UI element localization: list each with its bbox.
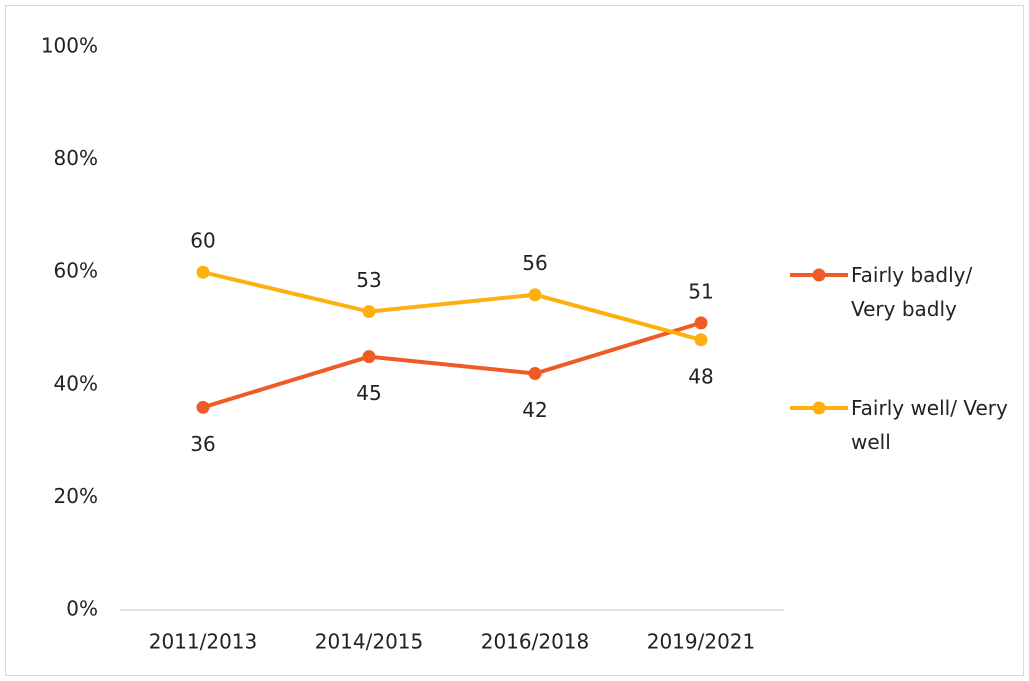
series-line (202, 320, 702, 410)
data-label: 53 (356, 268, 381, 292)
y-tick-label: 60% (54, 259, 98, 283)
x-tick-label: 2019/2021 (647, 630, 756, 654)
legend-marker (812, 268, 826, 282)
point (528, 288, 542, 302)
series-line (202, 270, 702, 342)
x-tick-label: 2016/2018 (481, 630, 590, 654)
x-tick-label: 2014/2015 (315, 630, 424, 654)
y-tick-label: 40% (54, 371, 98, 395)
chart-border (5, 5, 1024, 676)
y-tick-label: 80% (54, 146, 98, 170)
point (362, 350, 376, 364)
y-tick-label: 20% (54, 484, 98, 508)
point (528, 367, 542, 381)
legend-label: Fairly badly/ Very badly (851, 263, 973, 321)
data-label: 56 (522, 251, 547, 275)
data-label: 42 (522, 398, 547, 422)
data-label: 45 (356, 381, 381, 405)
data-label: 48 (688, 364, 713, 388)
point (196, 265, 210, 279)
point (694, 316, 708, 330)
legend-marker (812, 401, 826, 415)
data-label: 60 (190, 229, 215, 253)
y-tick-label: 0% (66, 597, 98, 621)
legend-label: Fairly well/ Very well (851, 396, 1008, 454)
data-label: 51 (688, 279, 713, 303)
point (694, 333, 708, 347)
y-tick-label: 100% (41, 34, 98, 58)
point (196, 400, 210, 414)
x-tick-label: 2011/2013 (149, 630, 258, 654)
data-label: 36 (190, 432, 215, 456)
point (362, 305, 376, 319)
